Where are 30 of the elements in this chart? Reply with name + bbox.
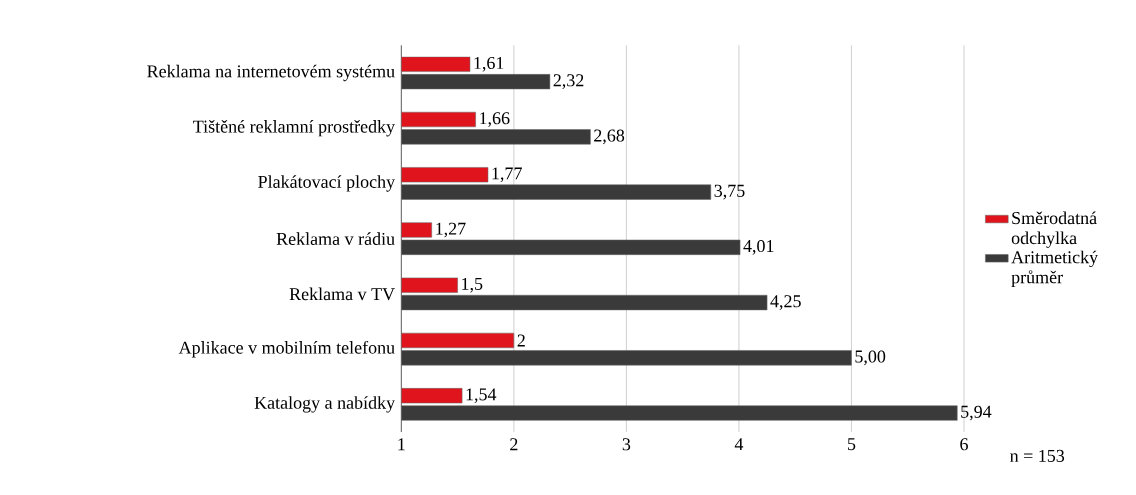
x-tick-label: 3 (622, 438, 631, 451)
data-label: 1,61 (474, 57, 504, 72)
y-tick-label: Reklama v rádiu (276, 232, 395, 246)
y-tick-label: Reklama na internetovém systému (147, 64, 395, 82)
legend-label: Aritmetický průměr (1011, 250, 1099, 288)
legend-label: Směrodatná odchylka (1011, 211, 1097, 249)
data-label: 4,25 (770, 295, 801, 311)
data-label: 3,75 (714, 184, 745, 200)
data-label: 5,00 (855, 350, 886, 366)
y-tick-label: Plakátovací plochy (258, 175, 396, 192)
y-tick-label: Reklama v TV (289, 287, 395, 301)
x-tick-label: 1 (398, 438, 405, 451)
data-label: 2,68 (594, 129, 625, 145)
x-tick-label: 6 (960, 438, 968, 451)
y-tick-label: Tištěné reklamní prostředky (193, 120, 396, 137)
data-label: 1,66 (480, 112, 510, 128)
data-label: 2,32 (553, 74, 584, 90)
data-label: 5,94 (961, 405, 992, 421)
data-label: 2 (517, 334, 525, 347)
x-tick-label: 4 (734, 438, 744, 451)
x-tick-label: 5 (848, 438, 856, 451)
data-label: 1,5 (462, 278, 483, 293)
y-tick-label: Aplikace v mobilním telefonu (178, 341, 395, 358)
y-tick-label: Katalogy a nabídky (254, 396, 396, 413)
x-tick-label: 2 (510, 438, 518, 451)
data-label: 1,27 (436, 222, 466, 238)
data-label: 1,54 (466, 388, 497, 404)
text: n = 153 (1010, 450, 1065, 463)
data-label: 4,01 (743, 240, 774, 255)
data-label: 1,77 (492, 167, 522, 183)
